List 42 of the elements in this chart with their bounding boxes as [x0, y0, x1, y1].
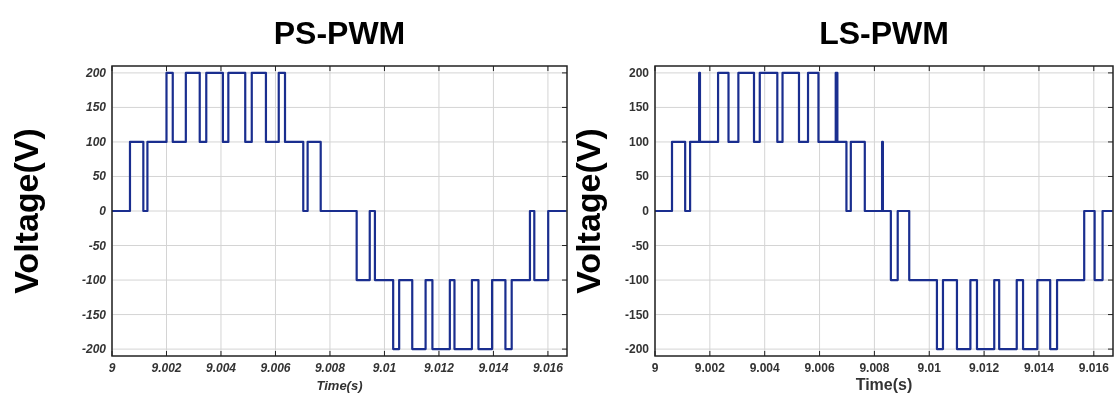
- x-tick-label: 9.014: [1023, 361, 1055, 375]
- y-tick-label: -200: [81, 342, 107, 357]
- x-tick-label: 9.006: [260, 361, 291, 375]
- x-tick-label: 9.012: [423, 361, 455, 375]
- x-tick-label: 9.002: [694, 361, 726, 375]
- y-tick-label: 50: [635, 169, 650, 184]
- y-tick-label: 150: [628, 100, 650, 115]
- x-tick-label: 9.01: [917, 361, 942, 375]
- y-tick-label: 0: [99, 204, 107, 218]
- x-tick-label: 9.016: [1078, 361, 1110, 375]
- x-tick-label: 9.004: [749, 361, 781, 375]
- x-tick-label: 9.008: [314, 361, 346, 375]
- y-axis-title: Voltage(V): [7, 128, 45, 294]
- y-tick-label: -50: [631, 238, 650, 253]
- y-tick-label: 150: [85, 100, 107, 115]
- y-tick-label: 200: [628, 65, 650, 80]
- x-tick-label: 9.006: [804, 361, 835, 375]
- y-tick-label: 100: [85, 134, 107, 149]
- chart-title: LS-PWM: [819, 15, 949, 51]
- x-tick-label: 9.008: [859, 361, 890, 375]
- y-tick-label: -150: [624, 307, 650, 322]
- y-tick-label: -150: [81, 307, 107, 322]
- x-tick-label: 9.016: [532, 361, 564, 375]
- y-tick-label: 200: [84, 65, 107, 80]
- y-tick-label: 0: [642, 204, 650, 218]
- x-tick-label: 9.004: [205, 361, 237, 375]
- y-tick-label: -50: [88, 238, 107, 253]
- x-tick-label: 9: [651, 361, 659, 375]
- y-tick-label: 100: [628, 134, 650, 149]
- x-tick-label: 9.01: [372, 361, 397, 375]
- y-tick-label: -100: [624, 273, 650, 288]
- chart-title: PS-PWM: [273, 15, 406, 51]
- x-tick-label: 9.014: [478, 361, 509, 375]
- x-axis-title: Time(s): [855, 376, 913, 393]
- y-axis-title: Voltage(V): [569, 128, 607, 294]
- x-tick-label: 9.012: [969, 361, 1000, 375]
- x-axis-title: Time(s): [316, 378, 363, 393]
- y-tick-label: 50: [92, 169, 107, 184]
- x-tick-label: 9.002: [151, 361, 182, 375]
- x-tick-label: 9: [108, 361, 116, 375]
- y-tick-label: -200: [624, 342, 650, 357]
- y-tick-label: -100: [81, 273, 107, 288]
